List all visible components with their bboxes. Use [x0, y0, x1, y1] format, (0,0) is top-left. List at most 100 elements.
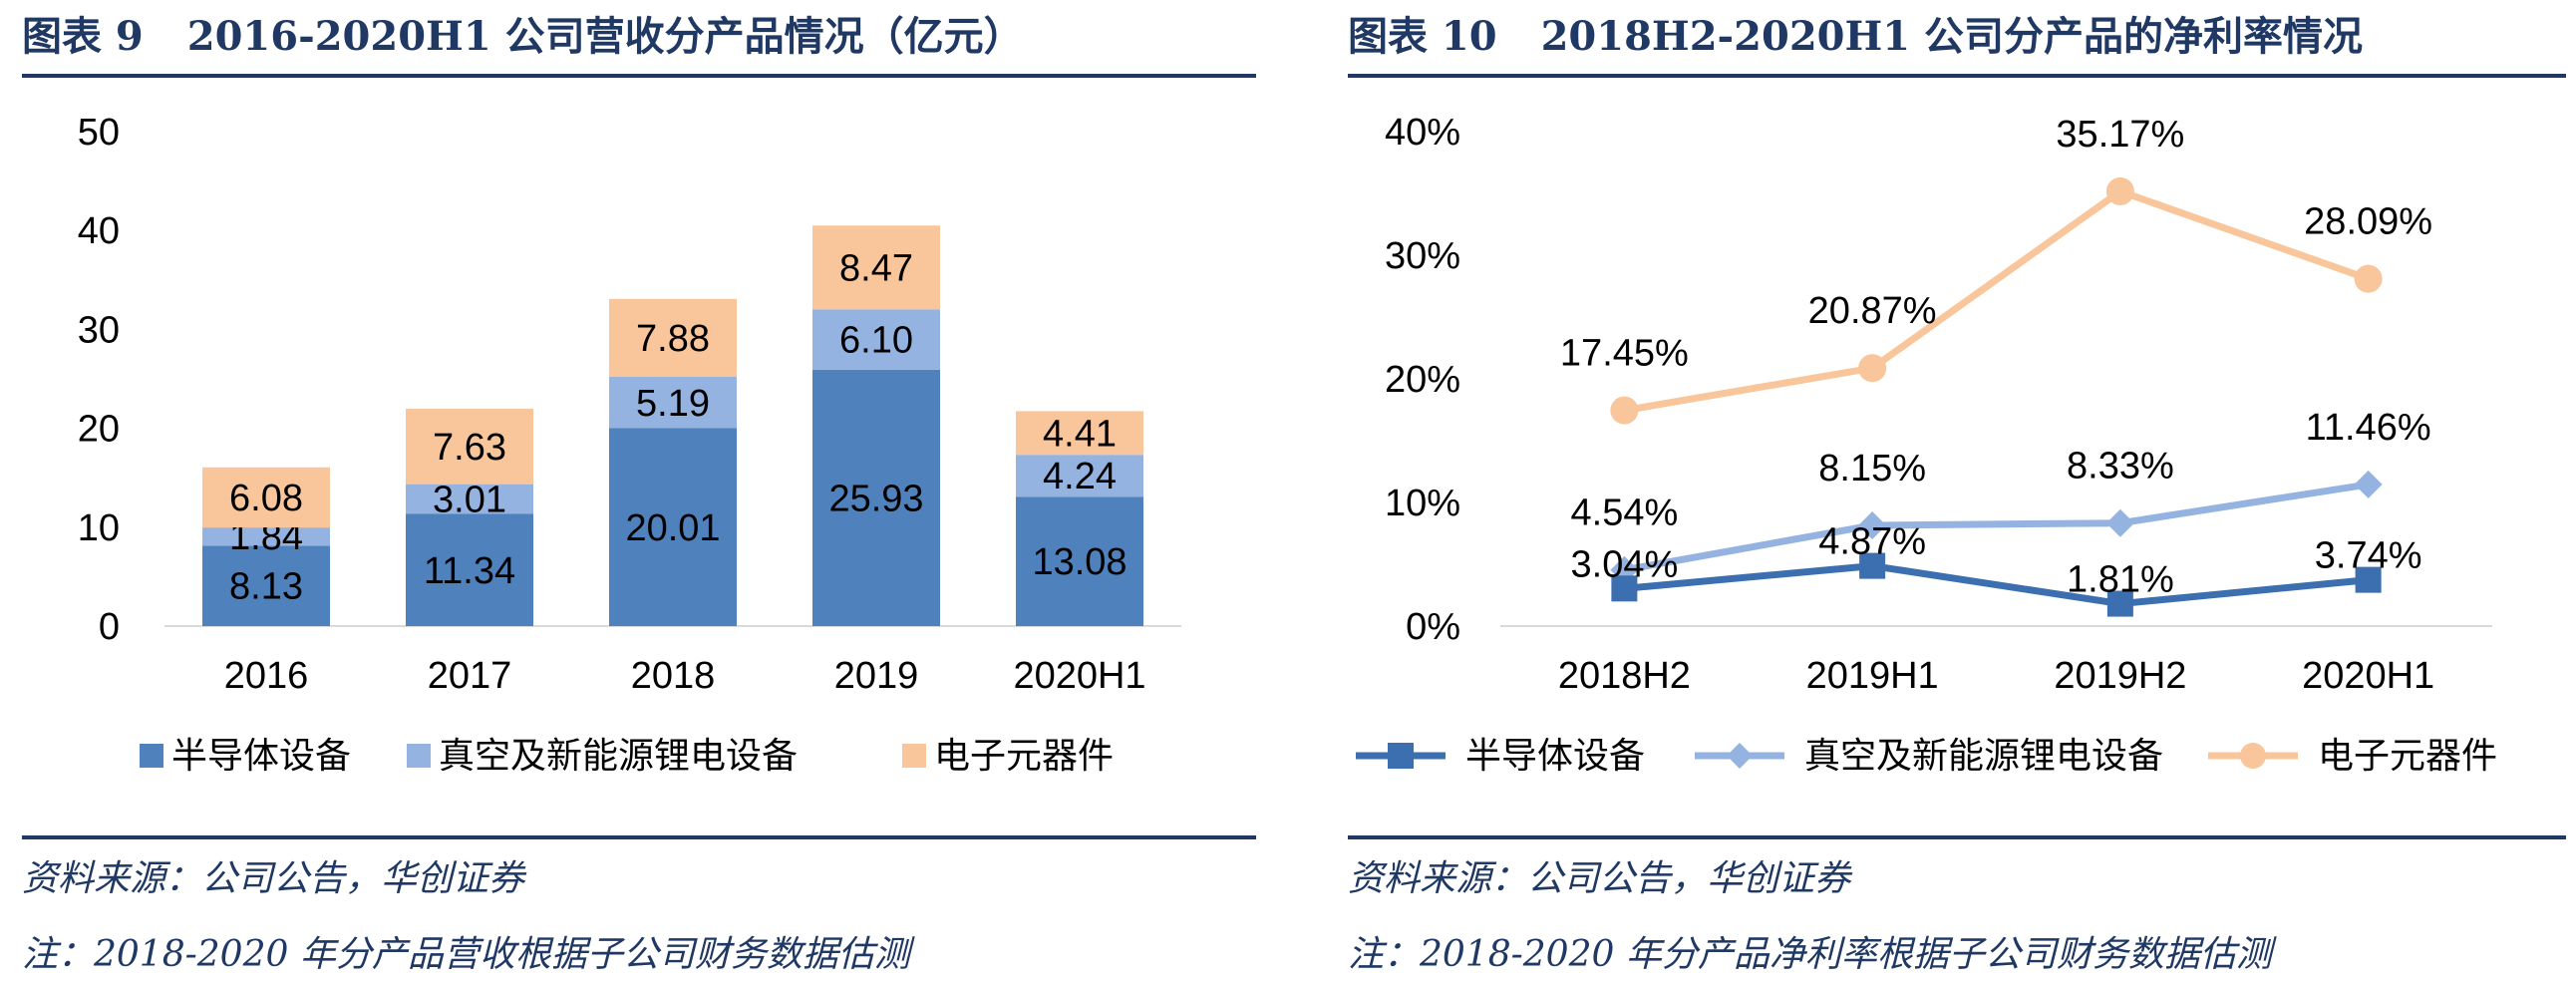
legend-swatch: [902, 744, 926, 768]
source-note: 资料来源：公司公告，华创证券: [1348, 858, 1851, 899]
data-label: 8.33%: [2067, 446, 2174, 488]
stacked-bar-chart: 0102030405020168.131.846.08201711.343.01…: [78, 112, 1181, 777]
bar-segment: [609, 428, 737, 626]
y-tick-label: 0: [99, 606, 120, 648]
data-label: 4.54%: [1571, 492, 1679, 534]
bar-segment: [1016, 455, 1143, 497]
bar-segment: [812, 369, 940, 626]
point-marker: [1610, 396, 1639, 425]
legend-label: 真空及新能源锂电设备: [1804, 736, 2163, 777]
footer-rule: [1348, 835, 2566, 839]
data-label: 8.47: [839, 247, 913, 289]
estimate-note: 注：2018-2020 年分产品营收根据子公司财务数据估测: [22, 934, 910, 975]
line-chart: 0% 10% 20% 30% 40% 2018H2 2019H1 2019H2 2020H1 3.…: [1356, 112, 2497, 777]
series-line: [1623, 187, 2370, 415]
data-label: 35.17%: [2056, 114, 2184, 156]
legend-label: 半导体设备: [1465, 736, 1645, 777]
figure-title: 图表 9 2016-2020H1 公司营收分产品情况（亿元）: [22, 6, 1024, 68]
data-label: 8.15%: [1818, 448, 1926, 490]
point-marker: [2354, 470, 2383, 498]
data-label: 8.13: [229, 566, 303, 608]
bar-segment: [406, 484, 533, 514]
series-line: [1623, 481, 2370, 574]
data-label: 20.01: [625, 507, 720, 549]
x-tick-label: 2019: [834, 655, 919, 697]
y-tick-label: 10%: [1385, 483, 1460, 524]
point-marker: [2355, 566, 2382, 593]
title-rule: [1348, 74, 2566, 78]
estimate-note: 注：2018-2020 年分产品净利率根据子公司财务数据估测: [1348, 934, 2272, 975]
point-marker: [1859, 552, 1886, 579]
point-marker: [1858, 354, 1887, 383]
legend-label: 电子元器件: [2318, 736, 2497, 777]
data-label: 6.08: [229, 478, 303, 519]
x-tick-label: 2019H1: [1806, 655, 1939, 697]
point-marker: [2105, 508, 2134, 537]
point-marker: [2105, 176, 2134, 205]
point-marker: [2240, 743, 2266, 769]
figure-title-text: 2018H2-2020H1 公司分产品的净利率情况: [1540, 13, 2364, 60]
bar-segment: [1016, 411, 1143, 456]
point-marker: [2106, 590, 2133, 617]
bar-segment: [812, 309, 940, 370]
x-tick-label: 2016: [224, 655, 309, 697]
footer-rule: [22, 835, 1256, 839]
data-label: 3.01: [433, 480, 506, 521]
data-label: 4.24: [1043, 456, 1117, 497]
y-tick-label: 40%: [1385, 112, 1460, 154]
y-tick-label: 30%: [1385, 235, 1460, 277]
data-label: 5.19: [636, 383, 710, 425]
y-tick-label: 30: [78, 309, 120, 351]
legend-swatch: [407, 744, 431, 768]
x-tick-label: 2020H1: [1013, 655, 1145, 697]
legend-label: 真空及新能源锂电设备: [439, 736, 798, 777]
bar-segment: [406, 513, 533, 626]
x-tick-label: 2017: [428, 655, 512, 697]
data-label: 7.88: [636, 318, 710, 360]
figure-title: 图表 10 2018H2-2020H1 公司分产品的净利率情况: [1348, 6, 2363, 68]
source-note: 资料来源：公司公告，华创证券: [22, 858, 525, 899]
data-label: 28.09%: [2304, 201, 2432, 243]
data-label: 4.41: [1043, 413, 1117, 455]
data-label: 25.93: [828, 478, 923, 519]
point-marker: [1388, 743, 1414, 769]
y-tick-label: 20%: [1385, 359, 1460, 401]
x-tick-label: 2019H2: [2054, 655, 2186, 697]
x-tick-label: 2020H1: [2302, 655, 2434, 697]
y-tick-label: 10: [78, 507, 120, 549]
legend-swatch: [140, 744, 163, 768]
x-tick-label: 2018H2: [1558, 655, 1691, 697]
margin-figure-panel: 图表 10 2018H2-2020H1 公司分产品的净利率情况 0% 10% 20% 3…: [1326, 0, 2576, 984]
title-rule: [22, 74, 1256, 78]
point-marker: [2354, 264, 2383, 293]
series-line: [1624, 562, 2369, 608]
bar-segment: [202, 545, 330, 626]
y-tick-label: 20: [78, 409, 120, 451]
data-label: 11.46%: [2306, 407, 2431, 449]
data-label: 3.04%: [1571, 543, 1679, 585]
data-label: 20.87%: [1808, 290, 1937, 332]
bar-segment: [202, 467, 330, 528]
data-label: 1.81%: [2067, 559, 2174, 601]
figure-title-text: 2016-2020H1 公司营收分产品情况（亿元）: [186, 13, 1024, 60]
y-tick-label: 0%: [1406, 606, 1460, 648]
data-label: 4.87%: [1818, 521, 1926, 563]
revenue-figure-panel: 图表 9 2016-2020H1 公司营收分产品情况（亿元） 0 10 20 30 40 5…: [0, 0, 1266, 984]
bar-segment: [609, 298, 737, 378]
y-tick-label: 40: [78, 210, 120, 252]
bar-segment: [1016, 496, 1143, 626]
figure-number: 图表 9: [22, 13, 144, 60]
bar-segment: [202, 527, 330, 546]
data-label: 17.45%: [1560, 333, 1689, 375]
bar-segment: [812, 225, 940, 310]
x-tick-label: 2018: [631, 655, 716, 697]
data-label: 13.08: [1032, 541, 1127, 583]
point-marker: [1727, 743, 1753, 769]
data-label: 11.34: [424, 550, 515, 592]
point-marker: [1858, 510, 1887, 539]
y-tick-label: 50: [78, 112, 120, 154]
data-label: 6.10: [839, 320, 913, 362]
legend-label: 半导体设备: [171, 736, 351, 777]
point-marker: [1611, 575, 1638, 602]
data-label: 7.63: [433, 427, 506, 469]
